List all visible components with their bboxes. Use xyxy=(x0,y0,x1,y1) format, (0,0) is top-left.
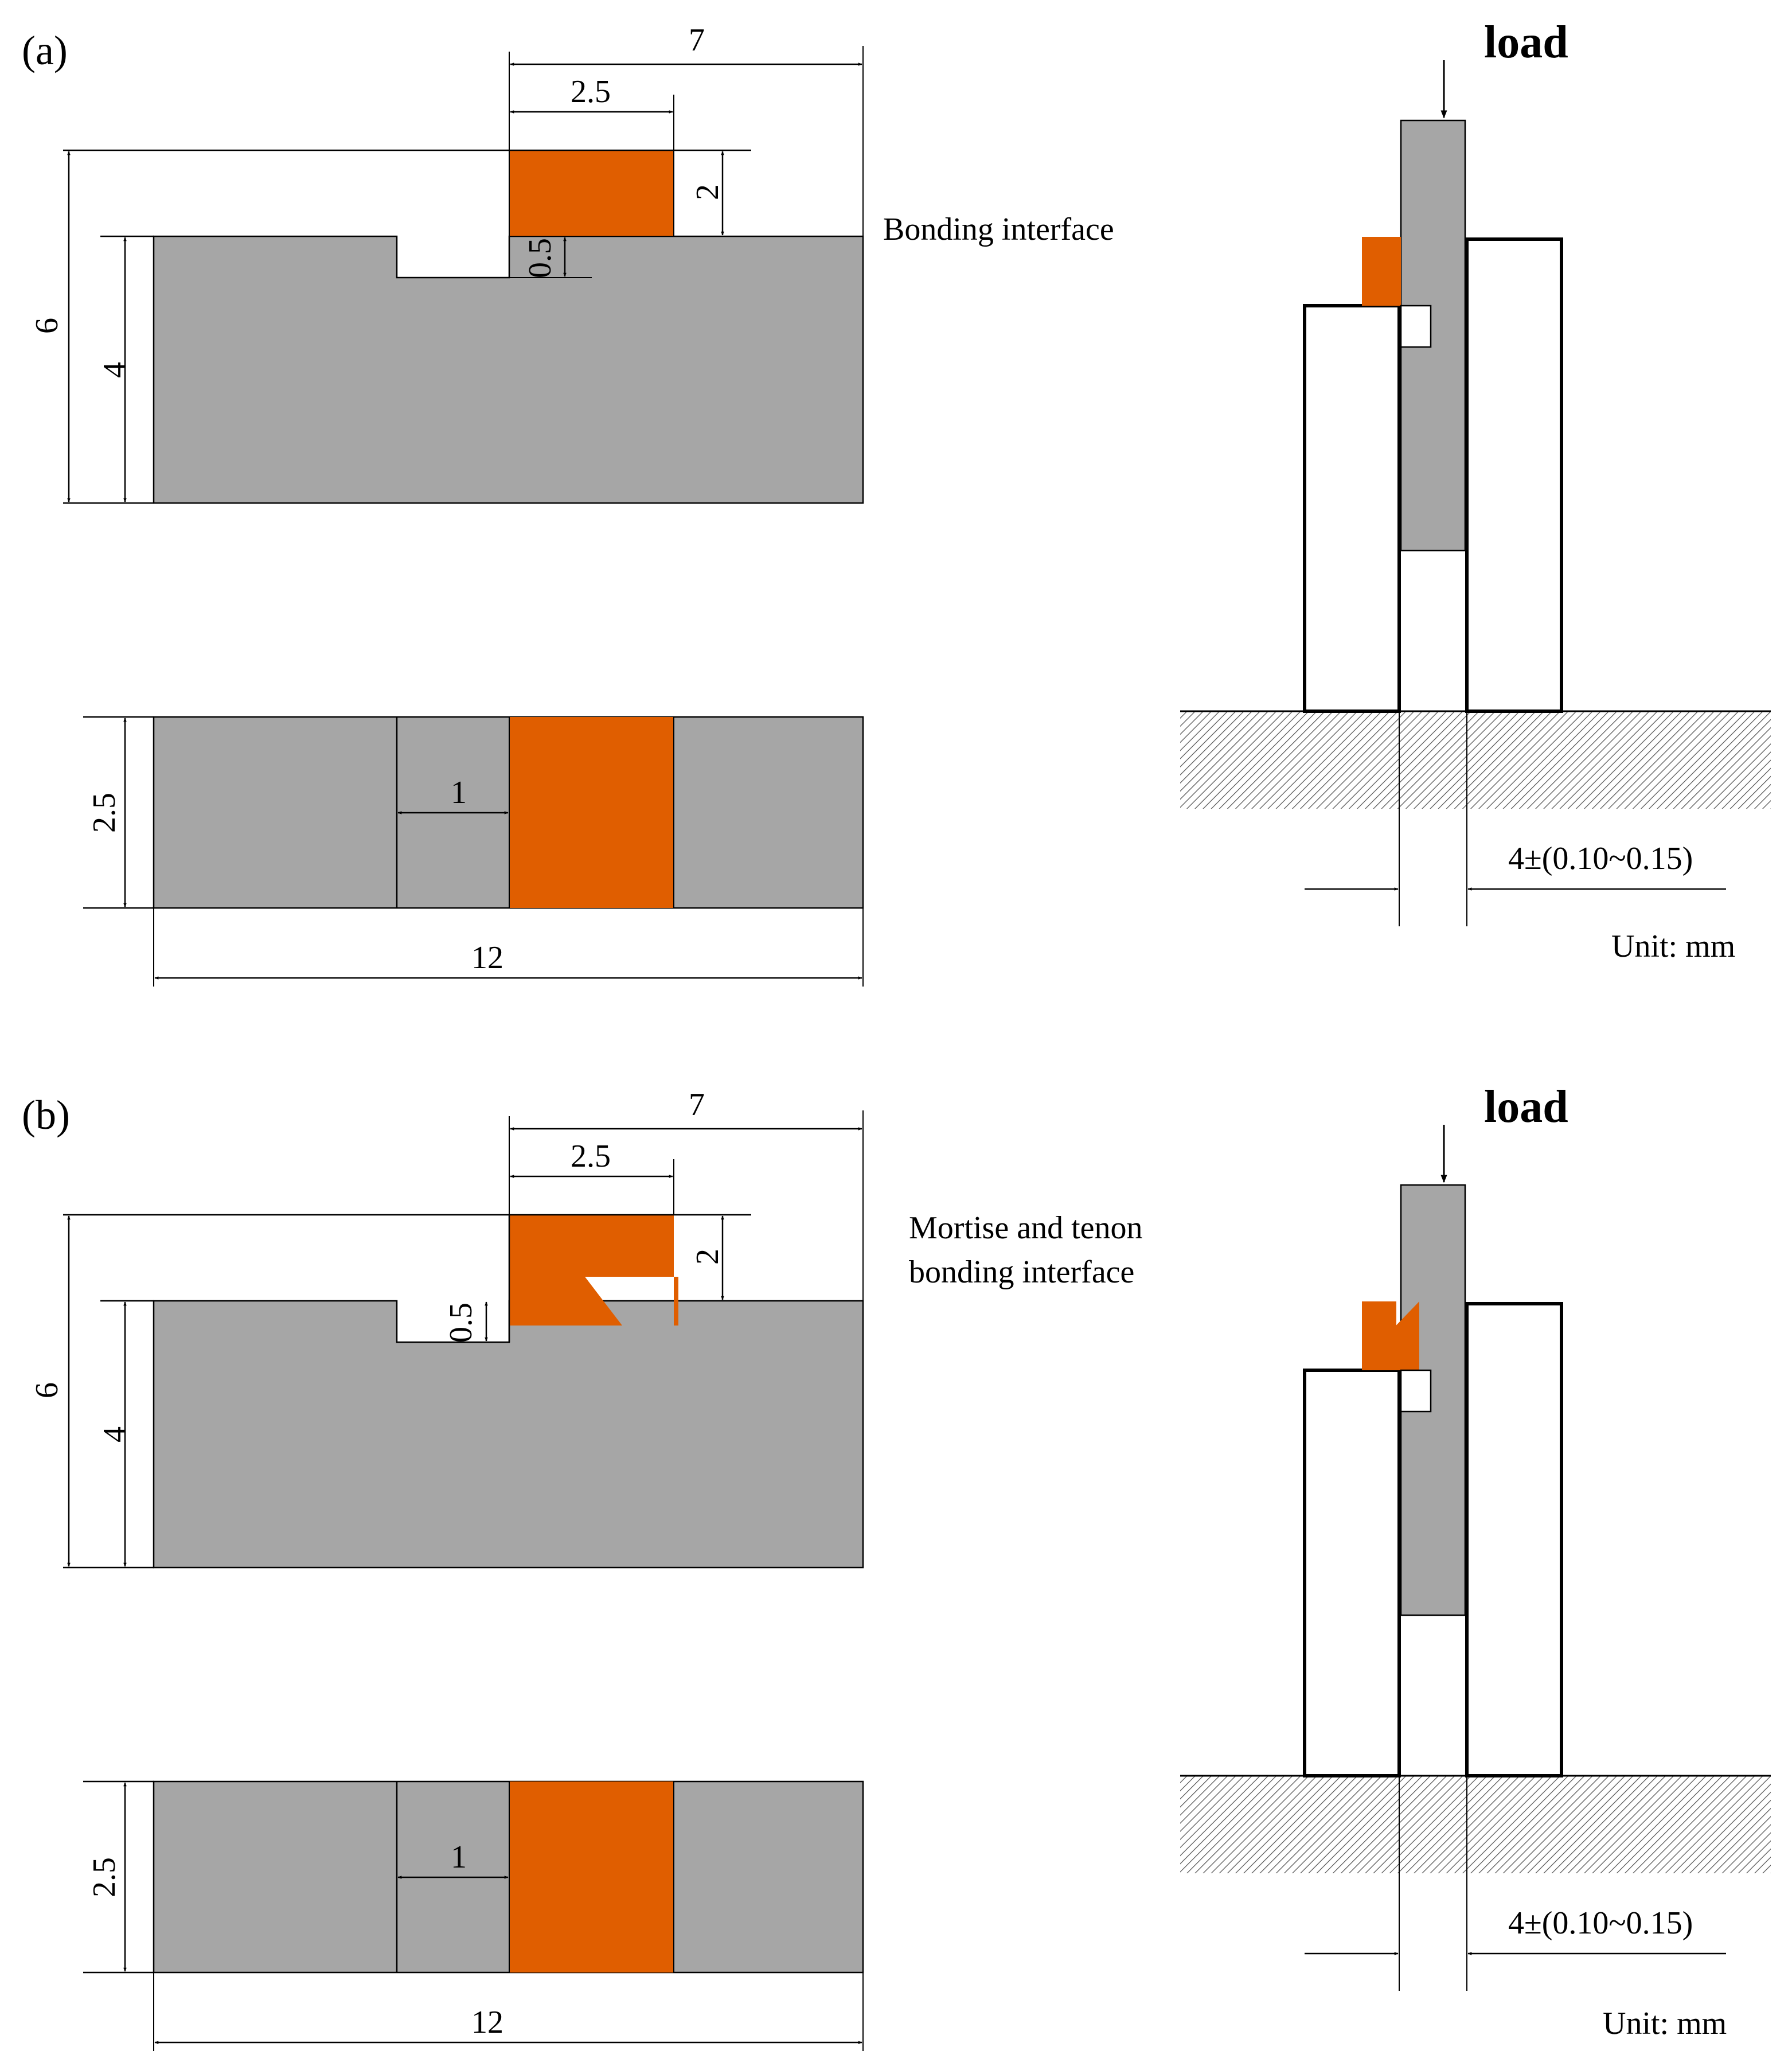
top-view-b: 1 2.5 12 xyxy=(83,1780,864,2051)
specimen-body-b xyxy=(153,1300,864,1569)
gap-label: 4±(0.10~0.15) xyxy=(1508,1905,1693,1941)
notch-gap xyxy=(1400,1369,1432,1413)
fixture-tenon-bond-layer xyxy=(1362,1301,1419,1370)
dimension-label-0-5: 0.5 xyxy=(443,1303,479,1343)
test-fixture-a: load 4±(0.10~0.15) Unit: mm xyxy=(1180,17,1771,964)
fixture-bond-layer xyxy=(1362,237,1401,306)
unit-label: Unit: mm xyxy=(1603,2006,1727,2041)
panel-b: (b) 7 2.5 2 0.5 6 4 Morti xyxy=(22,1082,1771,2051)
panel-label-b: (b) xyxy=(22,1092,70,1138)
support-left xyxy=(1303,304,1401,713)
dimension-label-2: 2 xyxy=(690,1249,725,1265)
interface-label-b-line2: bonding interface xyxy=(909,1254,1134,1290)
ground-hatch xyxy=(1180,711,1771,809)
dimension-label-2-5: 2.5 xyxy=(571,1139,611,1174)
dimension-label-2-5: 2.5 xyxy=(571,74,611,110)
interface-label-a: Bonding interface xyxy=(883,212,1114,247)
dimension-label-12: 12 xyxy=(471,940,503,976)
dimension-label-12: 12 xyxy=(471,2005,503,2040)
top-view-a: 1 2.5 12 xyxy=(83,716,864,987)
top-view-body-a xyxy=(153,716,864,909)
bond-layer-top-a xyxy=(509,717,674,908)
dimension-label-4: 4 xyxy=(97,362,132,378)
dimension-label-1: 1 xyxy=(451,1839,467,1875)
dimension-label-6: 6 xyxy=(29,318,65,334)
bond-layer-a xyxy=(509,150,674,237)
dimension-label-2-5-width: 2.5 xyxy=(87,793,122,833)
specimen-body-a xyxy=(153,235,864,504)
top-view-body-b xyxy=(153,1780,864,1974)
mortise-overlap xyxy=(674,1277,678,1326)
bond-layer-top-b xyxy=(509,1781,674,1972)
load-label: load xyxy=(1484,1082,1568,1132)
side-view-a: 7 2.5 2 0.5 6 4 xyxy=(29,22,864,504)
load-label: load xyxy=(1484,17,1568,68)
dimension-label-2: 2 xyxy=(690,184,725,200)
interface-label-b-line1: Mortise and tenon xyxy=(909,1210,1142,1246)
dimension-label-0-5: 0.5 xyxy=(522,238,558,278)
dimension-label-1: 1 xyxy=(451,775,467,810)
dimension-label-7: 7 xyxy=(689,1087,705,1122)
support-right xyxy=(1465,1302,1563,1777)
support-right xyxy=(1465,237,1563,713)
support-left xyxy=(1303,1369,1401,1777)
dimension-label-4: 4 xyxy=(97,1426,132,1443)
ground-hatch xyxy=(1180,1776,1771,1873)
side-view-b: 7 2.5 2 0.5 6 4 xyxy=(29,1087,864,1569)
notch-gap xyxy=(1400,305,1432,348)
dimension-label-7: 7 xyxy=(689,22,705,58)
panel-a: (a) 7 2.5 2 0.5 6 4 Bonding inte xyxy=(22,17,1771,987)
tenon-bond-layer-b xyxy=(509,1215,674,1326)
panel-label-a: (a) xyxy=(22,28,68,73)
unit-label: Unit: mm xyxy=(1611,929,1735,964)
test-fixture-b: load 4±(0.10~0.15) Unit: mm xyxy=(1180,1082,1771,2041)
dimension-label-6: 6 xyxy=(29,1382,65,1398)
gap-label: 4±(0.10~0.15) xyxy=(1508,841,1693,876)
dimension-label-2-5-width: 2.5 xyxy=(87,1857,122,1897)
